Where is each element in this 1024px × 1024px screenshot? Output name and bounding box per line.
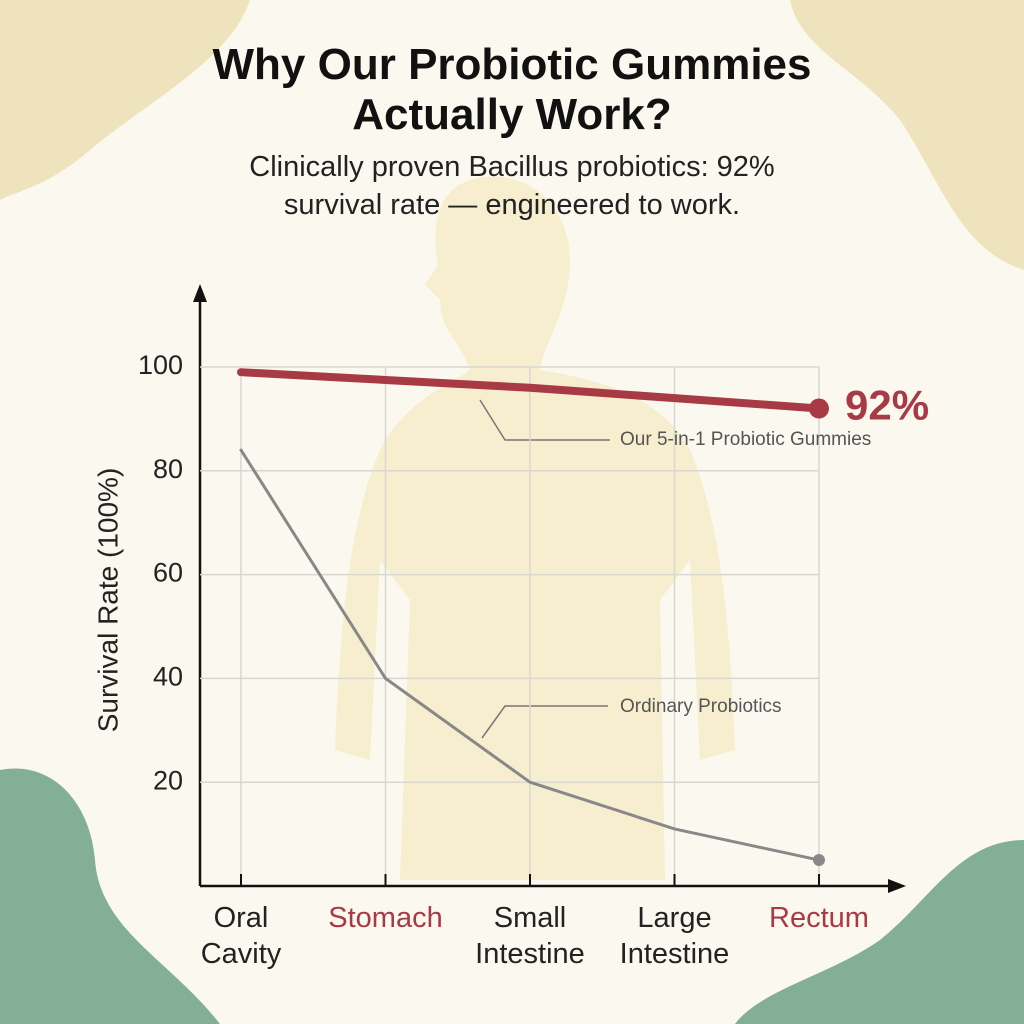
body-silhouette <box>335 176 735 880</box>
leader-line <box>481 705 608 739</box>
y-axis-arrow <box>193 284 207 302</box>
decor-blob <box>735 840 1024 1024</box>
x-tick-label: Rectum <box>769 902 869 934</box>
y-tick-label: 20 <box>153 765 183 795</box>
end-point <box>809 398 829 419</box>
x-tick-label: Oral Cavity <box>200 902 282 970</box>
decor-blob <box>0 0 250 200</box>
series-annotation: Ordinary Probiotics <box>620 696 782 717</box>
y-tick-label: 40 <box>153 662 183 692</box>
y-tick-label: 60 <box>153 558 183 588</box>
decor-blob <box>0 768 220 1024</box>
value-label: 92% <box>845 382 929 429</box>
chart-subtitle: Clinically proven Bacillus probiotics: 9… <box>249 151 775 221</box>
chart-title: Why Our Probiotic Gummies Actually Work? <box>212 40 812 139</box>
y-axis-label: Survival Rate (100%) <box>92 468 123 733</box>
y-tick-label: 100 <box>138 350 183 380</box>
y-tick-label: 80 <box>153 454 183 484</box>
end-point <box>813 854 825 867</box>
series-line <box>239 448 821 862</box>
series-line <box>237 368 823 413</box>
x-tick-label: Large Intestine <box>619 902 730 970</box>
decor-blob <box>790 0 1024 270</box>
x-tick-label: Small Intestine <box>475 902 585 970</box>
series-annotation: Our 5-in-1 Probiotic Gummies <box>620 429 871 450</box>
leader-line <box>479 399 610 441</box>
x-tick-label: Stomach <box>328 902 443 934</box>
x-axis-arrow <box>888 879 906 893</box>
